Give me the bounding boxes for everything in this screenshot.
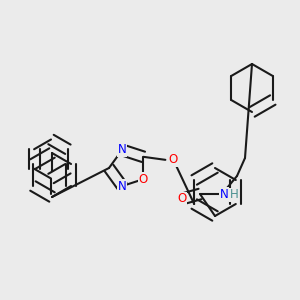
Text: N: N — [220, 188, 228, 200]
Text: O: O — [139, 173, 148, 186]
Text: H: H — [230, 188, 238, 202]
Text: O: O — [169, 153, 178, 166]
Text: N: N — [118, 180, 127, 193]
Text: N: N — [118, 143, 127, 156]
Text: O: O — [177, 193, 187, 206]
